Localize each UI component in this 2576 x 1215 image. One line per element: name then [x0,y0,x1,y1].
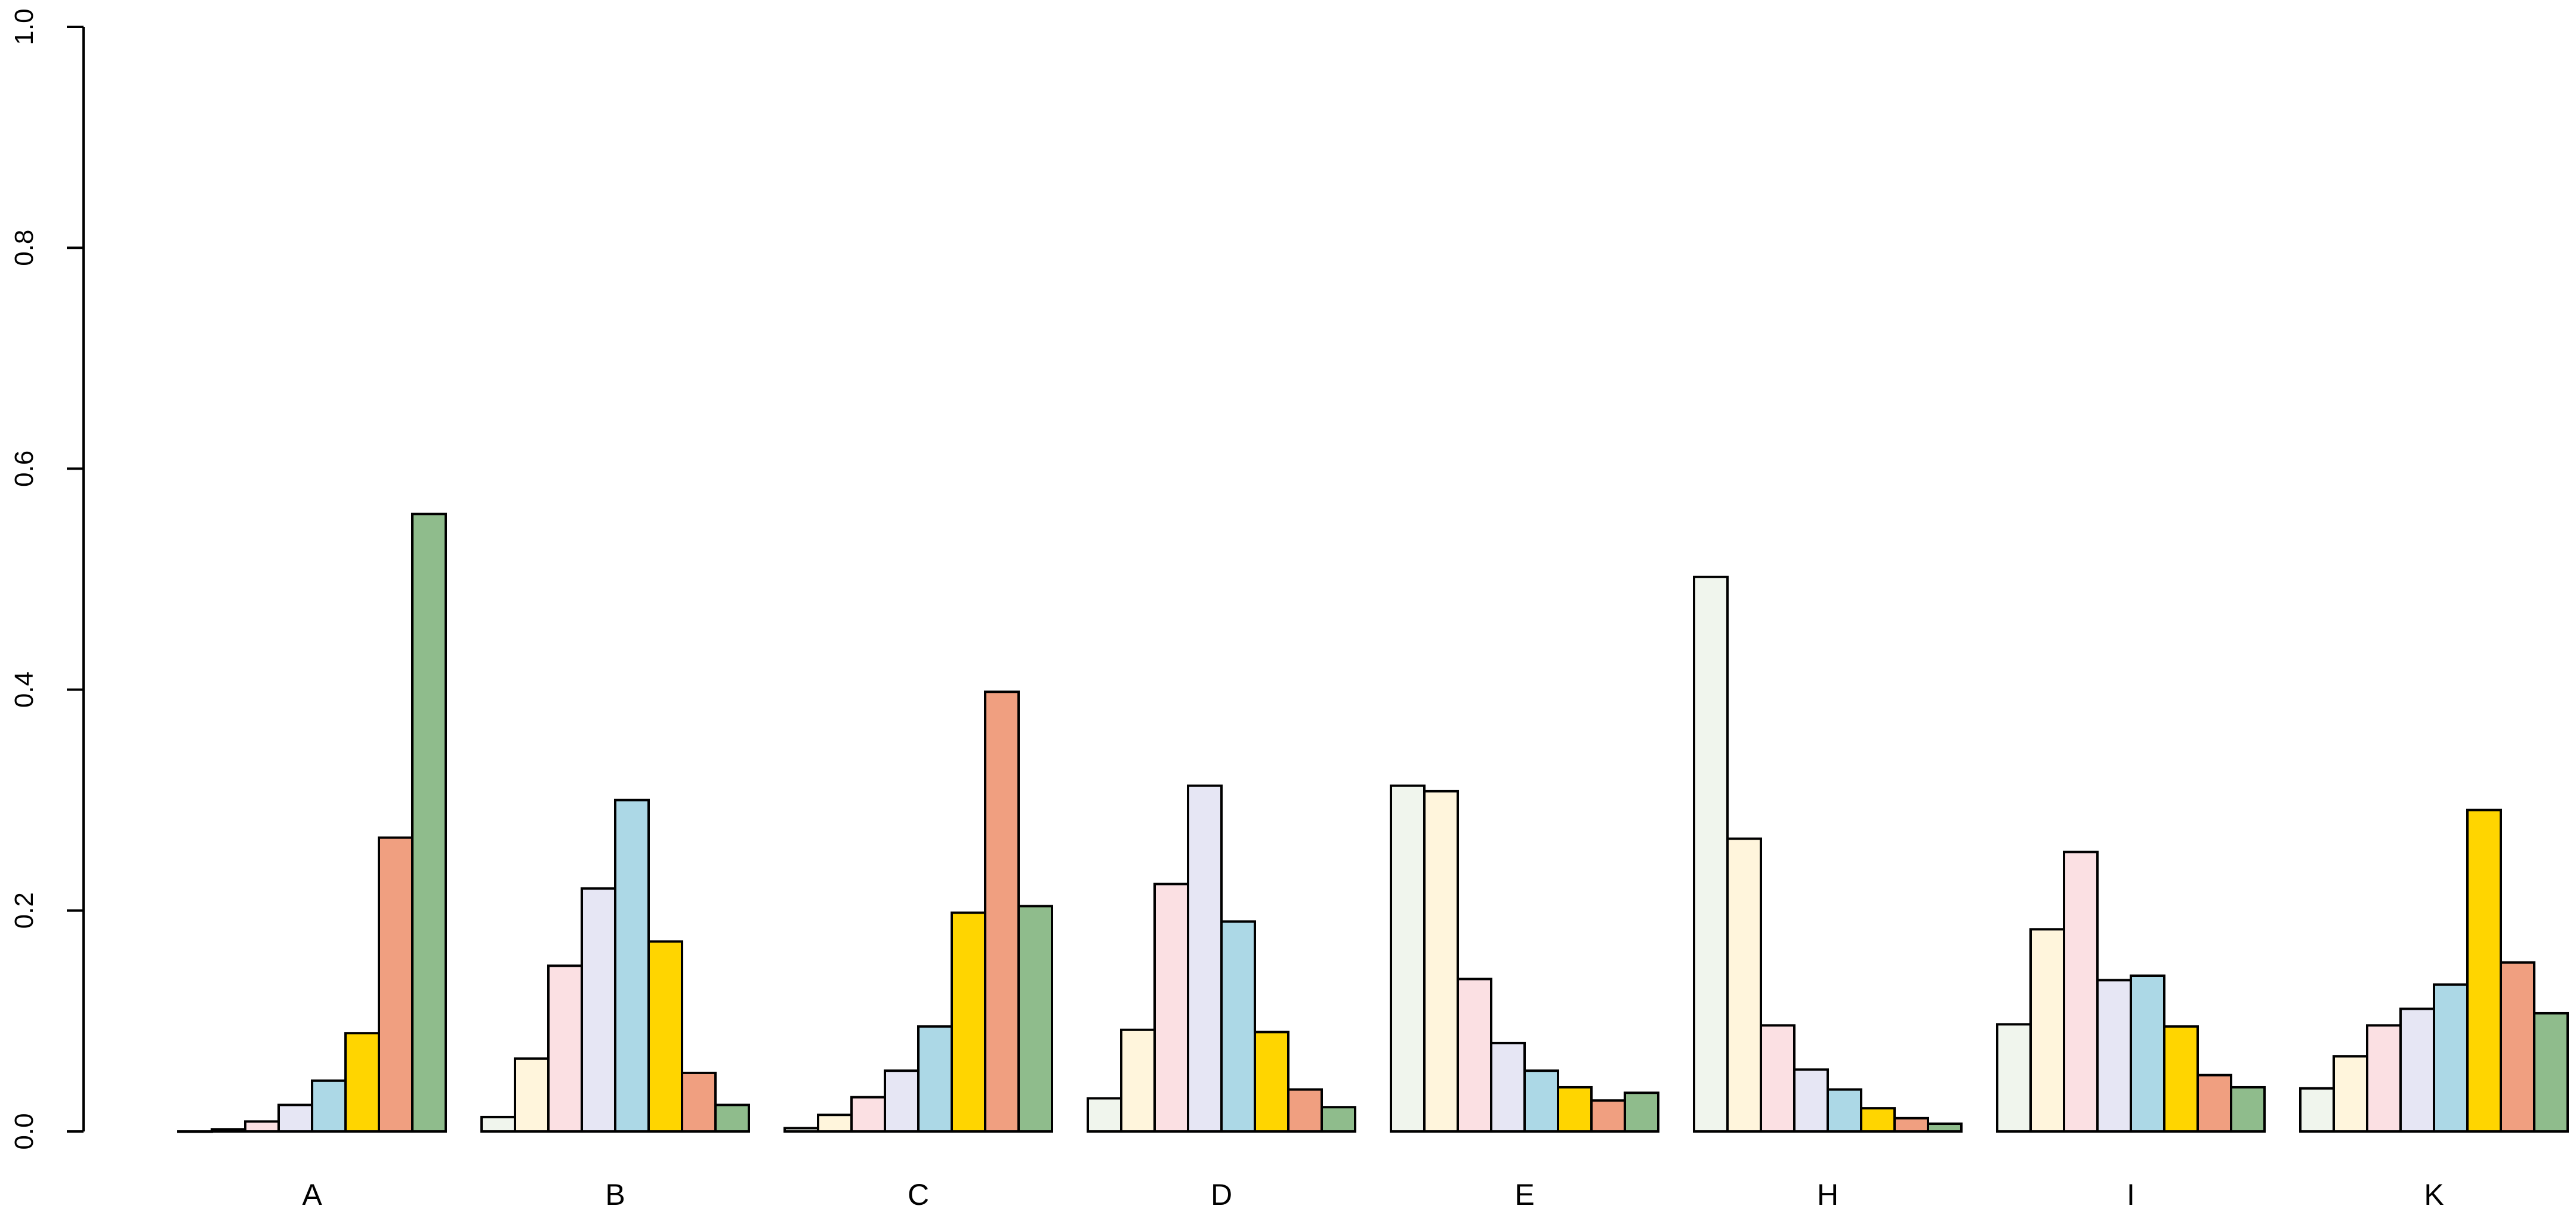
bar-A-8 [411,513,447,1133]
bar-K-8 [2533,1012,2569,1133]
bar-I-7 [2196,1074,2232,1133]
bar-A-6 [344,1032,380,1133]
bar-H-2 [1726,837,1762,1133]
bar-D-5 [1220,920,1256,1133]
bar-A-1 [177,1130,213,1133]
x-category-label: E [1514,1178,1534,1211]
bar-B-1 [480,1115,516,1133]
bar-D-2 [1120,1028,1156,1133]
bar-B-3 [547,964,583,1133]
x-category-label: H [1817,1178,1838,1211]
bar-E-2 [1423,790,1459,1133]
bar-B-7 [681,1071,717,1133]
bar-I-5 [2130,975,2165,1133]
bar-E-7 [1590,1099,1626,1133]
bar-I-6 [2163,1025,2199,1133]
bar-B-8 [714,1103,750,1133]
bar-A-5 [311,1079,347,1133]
bar-H-3 [1760,1024,1796,1133]
y-tick-label: 0.8 [10,230,39,266]
bar-C-6 [951,911,986,1133]
y-tick-label: 0.2 [10,892,39,929]
bar-C-1 [783,1127,819,1133]
bar-D-4 [1187,784,1223,1133]
bar-B-4 [581,887,616,1133]
bar-B-6 [647,940,683,1133]
bar-E-8 [1624,1091,1659,1133]
bar-C-8 [1017,905,1053,1133]
bar-D-6 [1254,1031,1289,1133]
bar-K-4 [2399,1007,2435,1133]
bar-K-7 [2500,961,2535,1133]
x-category-label: K [2424,1178,2444,1211]
y-axis: 0.0 0.2 0.4 0.6 0.8 1.0 [10,8,85,1150]
y-tick-label: 1.0 [10,8,39,45]
x-category-label: A [302,1178,322,1211]
x-category-label: D [1211,1178,1232,1211]
bar-I-8 [2230,1086,2266,1133]
bar-D-7 [1287,1088,1323,1133]
bar-I-4 [2096,979,2132,1133]
bar-H-5 [1827,1088,1862,1133]
bar-B-5 [614,798,650,1133]
bars [177,513,2569,1133]
bar-E-5 [1523,1069,1559,1133]
x-category-label: C [908,1178,929,1211]
bar-K-5 [2433,983,2469,1133]
bar-C-4 [884,1069,920,1133]
bar-C-7 [984,690,1020,1133]
y-tick-label: 0.4 [10,671,39,708]
bar-K-3 [2366,1024,2402,1133]
bar-K-1 [2299,1087,2335,1133]
bar-B-2 [514,1057,550,1133]
bar-I-2 [2029,928,2065,1133]
bar-C-2 [817,1114,853,1133]
bar-D-3 [1153,883,1189,1133]
bar-E-1 [1390,784,1426,1133]
bar-K-2 [2333,1055,2368,1133]
bar-I-3 [2063,850,2099,1133]
bar-E-3 [1457,977,1492,1133]
bar-A-4 [277,1103,313,1133]
bar-C-5 [917,1025,953,1133]
y-tick-label: 0.0 [10,1113,39,1149]
bar-H-8 [1927,1123,1963,1133]
bar-H-1 [1693,575,1729,1133]
bar-H-4 [1793,1068,1829,1133]
y-tick-label: 0.6 [10,451,39,487]
bar-I-1 [1996,1023,2032,1133]
bar-E-6 [1557,1086,1593,1133]
bar-E-4 [1490,1041,1526,1133]
bar-D-8 [1321,1106,1356,1133]
bar-A-7 [378,836,414,1133]
bar-H-6 [1860,1107,1896,1133]
bar-A-2 [211,1128,246,1133]
bar-D-1 [1087,1097,1122,1133]
bar-H-7 [1893,1117,1929,1133]
bar-K-6 [2466,809,2502,1133]
bar-A-3 [244,1120,280,1133]
bar-C-3 [850,1096,886,1133]
x-category-label: I [2127,1178,2135,1211]
x-category-label: B [605,1178,625,1211]
